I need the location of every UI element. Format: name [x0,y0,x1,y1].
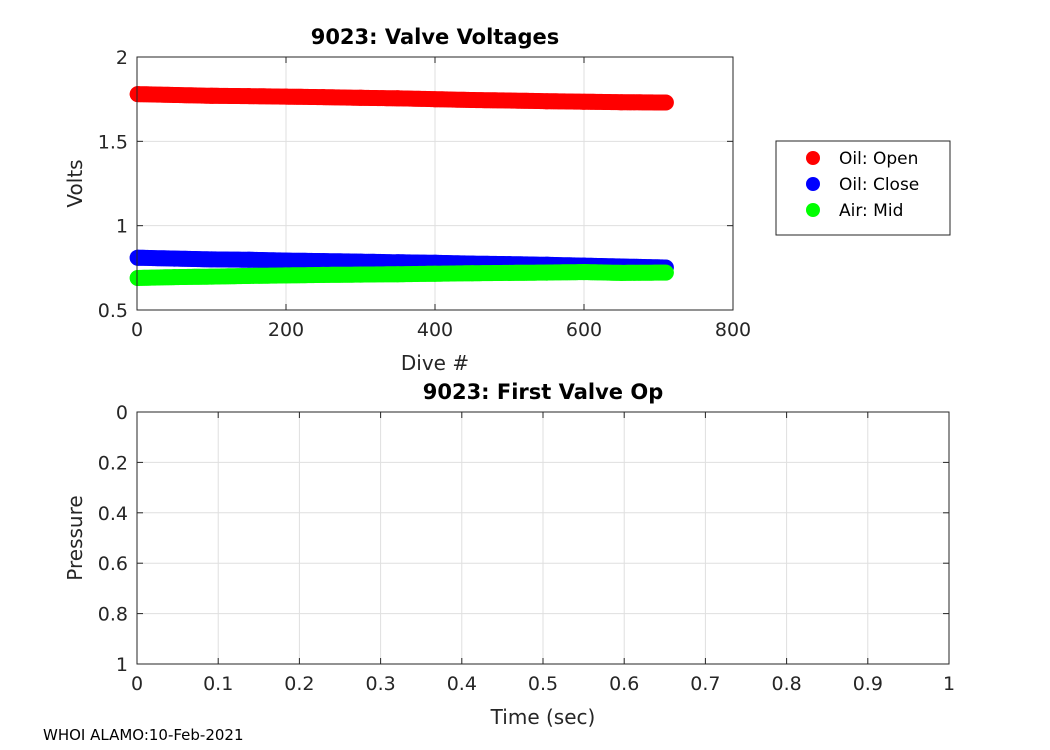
data-point [315,253,332,270]
chart-title: 9023: Valve Voltages [311,25,560,49]
data-point [576,264,592,281]
x-axis-label: Time (sec) [490,705,596,729]
data-point [538,93,555,110]
chart-title: 9023: First Valve Op [423,380,664,404]
x-tick-label: 0.7 [690,673,720,695]
x-tick-label: 0.4 [447,673,477,695]
data-point [278,267,294,284]
data-point [352,89,369,106]
x-tick-label: 0.2 [284,673,314,695]
data-point [315,89,332,106]
data-point [538,264,555,281]
y-axis-label: Volts [63,159,87,207]
data-point [278,252,294,269]
y-tick-label: 1.5 [98,131,128,153]
data-point [240,88,257,105]
data-point [166,269,183,286]
data-point [240,267,257,284]
x-tick-label: 1 [943,673,955,695]
data-point [166,87,183,103]
legend-marker [806,203,820,217]
x-tick-label: 0.3 [365,673,395,695]
data-point [203,87,220,104]
y-tick-label: 0.8 [98,604,128,626]
data-point [657,264,674,281]
data-point [613,94,630,111]
y-tick-label: 0 [116,402,128,424]
data-point [501,264,518,281]
x-tick-label: 0.1 [203,673,233,695]
series-oil-open [129,86,674,111]
data-point [389,90,406,107]
data-point [576,93,592,110]
data-point [427,265,443,282]
legend-label: Air: Mid [839,201,903,221]
data-point [203,251,220,268]
data-point [129,270,146,286]
footer-credit: WHOI ALAMO:10-Feb-2021 [43,726,244,744]
data-point [464,92,481,108]
y-tick-label: 0.2 [98,452,128,474]
x-axis-label: Dive # [401,351,469,375]
data-point [203,268,220,285]
legend-label: Oil: Close [839,175,919,195]
data-point [352,253,369,270]
x-tick-label: 200 [268,319,304,341]
chart-1: 0 200 400 600 800 0.5 1 1.5 2 9023: Valve Voltage… [63,25,951,375]
data-point [613,264,630,281]
data-point [464,265,481,282]
x-tick-label: 0.8 [771,673,801,695]
legend-box [775,140,951,236]
data-point [352,266,369,283]
y-tick-label: 1 [116,654,128,676]
data-point [427,91,443,108]
data-point [278,88,294,105]
legend: Oil: Open Oil: Close Air: Mid [775,140,951,236]
x-tick-label: 0.5 [528,673,558,695]
data-point [240,251,257,268]
x-tick-label: 800 [715,319,751,341]
x-tick-label: 0 [131,319,143,341]
y-tick-label: 2 [116,47,128,69]
x-tick-label: 400 [417,319,453,341]
legend-marker [806,177,820,191]
y-tick-label: 0.5 [98,300,128,322]
data-point [129,86,146,103]
legend-label: Oil: Open [839,149,918,169]
series-air-mid [129,264,674,286]
y-axis-label: Pressure [63,495,87,580]
chart-2: 0 0.1 0.2 0.3 0.4 0.5 0.6 0.7 0.8 0.9 100.20.40.60… [63,380,955,729]
y-tick-label: 0.6 [98,553,128,575]
y-tick-label: 1 [116,216,128,238]
data-point [166,250,183,267]
x-tick-label: 0.9 [853,673,883,695]
x-tick-label: 0.6 [609,673,639,695]
x-tick-label: 0 [131,673,143,695]
data-point [389,266,406,283]
data-point [501,92,518,109]
data-point [657,94,674,111]
y-tick-label: 0.4 [98,503,128,525]
data-point [129,249,146,266]
legend-marker [806,151,820,165]
x-tick-label: 600 [566,319,602,341]
data-point [315,266,332,283]
